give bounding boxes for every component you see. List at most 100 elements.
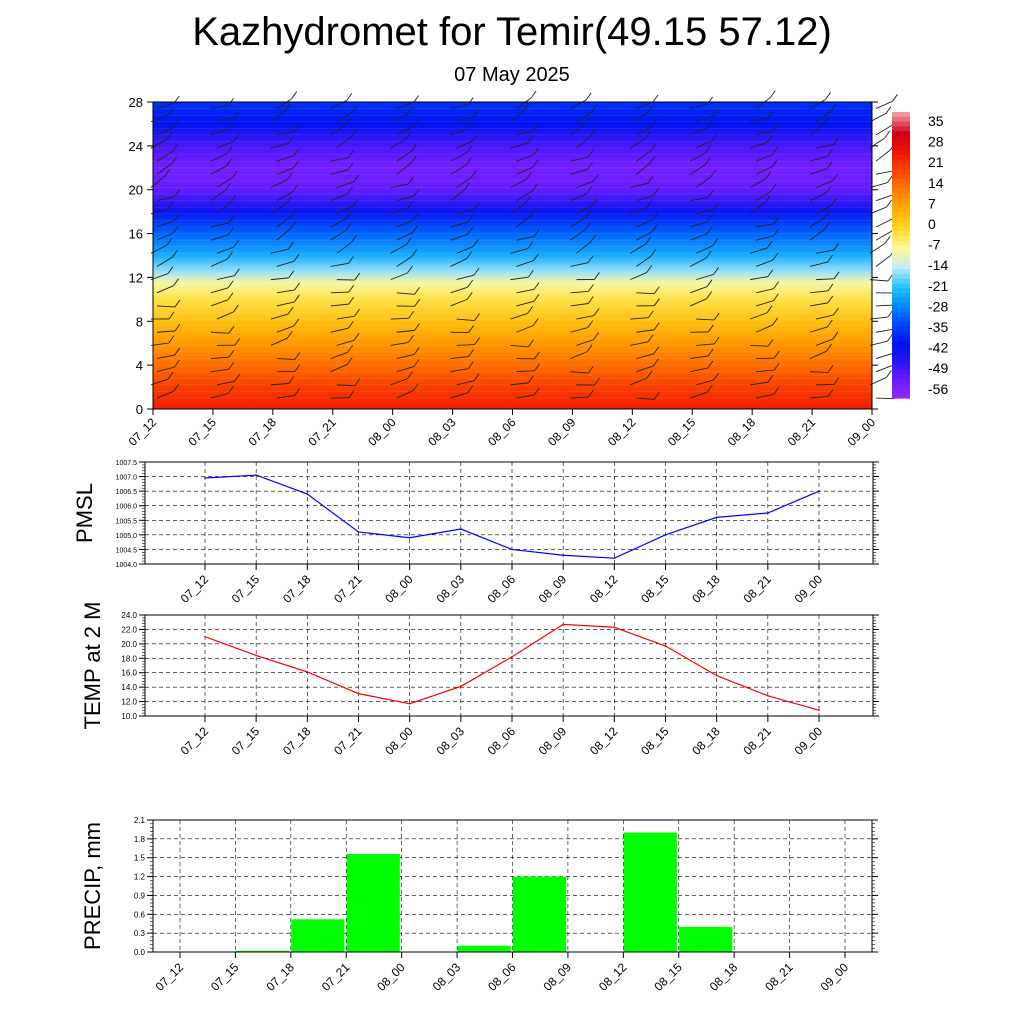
x-tick-label: 07_21 [319, 960, 353, 994]
wind-barb-flag [707, 190, 714, 198]
wind-barb [210, 331, 229, 334]
colorbar-band [892, 240, 910, 247]
wind-barb [336, 339, 355, 346]
x-tick-label: 07_18 [263, 960, 297, 994]
wind-barb [276, 215, 292, 228]
wind-barb [750, 276, 768, 281]
wind-barb [270, 383, 289, 386]
wind-barb-flag [413, 95, 419, 103]
x-tick-label: 08_06 [485, 415, 519, 449]
wind-barb [456, 246, 474, 254]
wind-barb [216, 246, 234, 254]
wind-barb [576, 205, 593, 215]
wind-barb-flag [773, 216, 780, 225]
precip-bar [235, 950, 290, 952]
wind-barb [810, 396, 829, 399]
wind-barb-flag [467, 97, 474, 105]
wind-barb-flag [407, 371, 413, 379]
wind-barb-flag [705, 250, 712, 259]
wind-barb [210, 234, 229, 241]
x-tick-label: 08_00 [382, 724, 416, 758]
x-tick-label: 08_00 [374, 960, 408, 994]
wind-barb-flag [467, 215, 474, 223]
wind-barb-flag [346, 93, 353, 101]
wind-barb [750, 312, 768, 320]
wind-barb [810, 371, 829, 373]
wind-barb-flag [773, 350, 780, 359]
wind-barb-flag [645, 236, 652, 245]
wind-barb [756, 223, 774, 228]
wind-barb [750, 247, 768, 254]
y-tick-label: 22.0 [121, 625, 137, 634]
colorbar-band [892, 383, 910, 390]
colorbar-band [892, 145, 910, 151]
x-tick-label: 08_06 [485, 960, 519, 994]
wind-barb [570, 168, 588, 175]
wind-barb-flag [831, 197, 838, 206]
wind-barb [636, 397, 655, 400]
wind-barb-flag [884, 130, 891, 139]
wind-barb [690, 152, 707, 162]
wind-barb [330, 303, 349, 307]
wind-barb-flag [286, 330, 293, 339]
wind-barb [516, 300, 535, 307]
wind-barb [815, 111, 832, 123]
colorbar-band [892, 140, 910, 146]
wind-barb-flag [172, 120, 179, 128]
precip-bar [291, 919, 345, 952]
colorbar-label: -14 [928, 257, 948, 273]
wind-barb [270, 203, 287, 215]
wind-barb-flag [234, 337, 241, 346]
wind-barb-flag [770, 90, 776, 98]
wind-barb-flag [530, 208, 537, 217]
wind-barb-flag [533, 229, 540, 237]
y-tick-label: 18.0 [121, 654, 137, 663]
colorbar-band [892, 316, 910, 323]
wind-barb [869, 279, 888, 282]
pmsl-panel: 1004.0 1004.5 1005.0 1005.5 1006.0 1006.5 1007… [72, 460, 879, 606]
wind-barb [396, 102, 414, 110]
wind-barb-flag [646, 370, 653, 379]
wind-barb-flag [765, 171, 772, 179]
wind-barb-flag [832, 173, 839, 181]
wind-barb [636, 353, 654, 359]
wind-barb-flag [773, 362, 780, 371]
wind-barb [396, 256, 413, 267]
wind-barb-flag [413, 188, 420, 197]
wind-barb [815, 338, 834, 346]
wind-barb-flag [226, 146, 233, 154]
colorbar-band [892, 183, 910, 189]
x-tick-label: 07_18 [280, 572, 314, 606]
temp2m-point [357, 692, 360, 695]
wind-barb-flag [533, 253, 539, 261]
wind-barb [636, 292, 655, 295]
wind-barb [210, 392, 229, 399]
wind-barb [210, 368, 229, 373]
colorbar-label: -7 [928, 237, 941, 253]
wind-barb-flag [347, 186, 353, 195]
wind-barb [809, 98, 826, 109]
y-tick-label: 1006.0 [116, 504, 138, 511]
wind-barb-flag [174, 323, 181, 332]
wind-barb [570, 327, 588, 333]
colorbar-band [892, 364, 910, 370]
temp2m-point [408, 702, 411, 705]
wind-barb-flag [588, 389, 594, 398]
wind-barb-flag [706, 120, 713, 129]
wind-barb-flag [773, 228, 780, 237]
wind-barb-flag [590, 234, 596, 243]
pmsl-frame [144, 461, 874, 565]
y-tick-label: 0.6 [134, 910, 146, 919]
wind-barb [210, 222, 229, 228]
wind-barb-flag [589, 129, 596, 137]
wind-barb [276, 289, 295, 294]
colorbar-band [892, 126, 910, 132]
wind-barb-flag [466, 145, 472, 154]
wind-barb [336, 112, 353, 123]
wind-barb [450, 189, 466, 202]
colorbar-band [892, 307, 910, 313]
colorbar-band [892, 221, 910, 227]
wind-barb-flag [293, 318, 300, 327]
colorbar-band [892, 264, 910, 270]
x-tick-label: 08_21 [762, 960, 796, 994]
